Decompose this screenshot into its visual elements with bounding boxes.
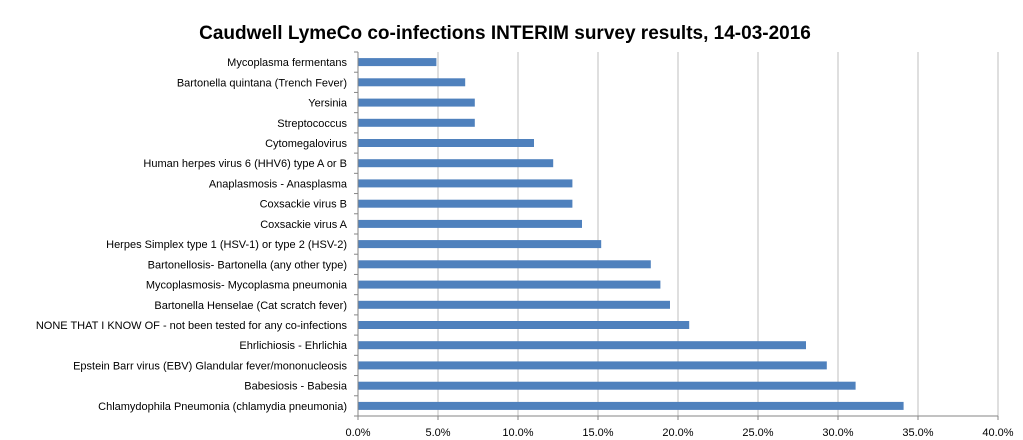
category-label: Bartonella Henselae (Cat scratch fever) xyxy=(154,300,347,312)
category-label: Mycoplasmosis- Mycoplasma pneumonia xyxy=(146,280,348,292)
category-label: Cytomegalovirus xyxy=(265,138,347,150)
bar xyxy=(358,98,475,107)
bar xyxy=(358,58,437,67)
x-tick-label: 5.0% xyxy=(425,427,450,439)
chart-title: Caudwell LymeCo co-infections INTERIM su… xyxy=(199,23,811,44)
bar xyxy=(358,401,904,410)
bar xyxy=(358,300,670,309)
bar xyxy=(358,199,573,208)
x-tick-label: 30.0% xyxy=(822,427,853,439)
x-tick-label: 10.0% xyxy=(502,427,533,439)
bar xyxy=(358,219,582,228)
bar xyxy=(358,280,661,289)
bar xyxy=(358,260,651,269)
x-tick-label: 20.0% xyxy=(662,427,693,439)
category-label: Coxsackie virus A xyxy=(260,219,347,231)
bar xyxy=(358,321,690,329)
x-tick-label: 35.0% xyxy=(902,427,933,439)
x-tick-label: 40.0% xyxy=(982,427,1013,439)
category-label: Coxsackie virus B xyxy=(260,199,347,211)
bar xyxy=(358,341,806,350)
bar xyxy=(358,159,554,168)
category-label: Epstein Barr virus (EBV) Glandular fever… xyxy=(73,360,347,372)
bar xyxy=(358,240,602,249)
x-tick-label: 15.0% xyxy=(582,427,613,439)
bar xyxy=(358,78,466,87)
x-tick-label: 0.0% xyxy=(345,427,370,439)
category-label: Human herpes virus 6 (HHV6) type A or B xyxy=(143,158,347,170)
bar xyxy=(358,139,534,147)
x-tick-label: 25.0% xyxy=(742,427,773,439)
category-label: Bartonella quintana (Trench Fever) xyxy=(177,77,347,89)
category-label: Chlamydophila Pneumonia (chlamydia pneum… xyxy=(98,401,347,413)
axes xyxy=(354,51,998,417)
bars xyxy=(358,58,904,410)
category-label: Anaplasmosis - Anasplasma xyxy=(209,178,348,190)
gridlines xyxy=(357,52,999,420)
category-label: Babesiosis - Babesia xyxy=(244,381,348,393)
bar xyxy=(358,179,573,188)
bar xyxy=(358,381,856,390)
category-label: Ehrlichiosis - Ehrlichia xyxy=(239,340,347,352)
bar xyxy=(358,118,475,127)
category-label: Mycoplasma fermentans xyxy=(227,57,347,69)
category-labels: Mycoplasma fermentans Bartonella quintana… xyxy=(36,57,348,413)
category-label: Yersinia xyxy=(308,98,348,110)
category-label: Herpes Simplex type 1 (HSV-1) or type 2 … xyxy=(106,239,347,251)
x-tick-labels: 0.0% 5.0% 10.0% 15.0% 20.0% 25.0% 30.0% 35.0% 40… xyxy=(345,427,1013,439)
category-label: Bartonellosis- Bartonella (any other typ… xyxy=(148,259,347,271)
bar xyxy=(358,361,827,370)
category-label: NONE THAT I KNOW OF - not been tested fo… xyxy=(36,320,348,332)
category-label: Streptococcus xyxy=(277,118,347,130)
